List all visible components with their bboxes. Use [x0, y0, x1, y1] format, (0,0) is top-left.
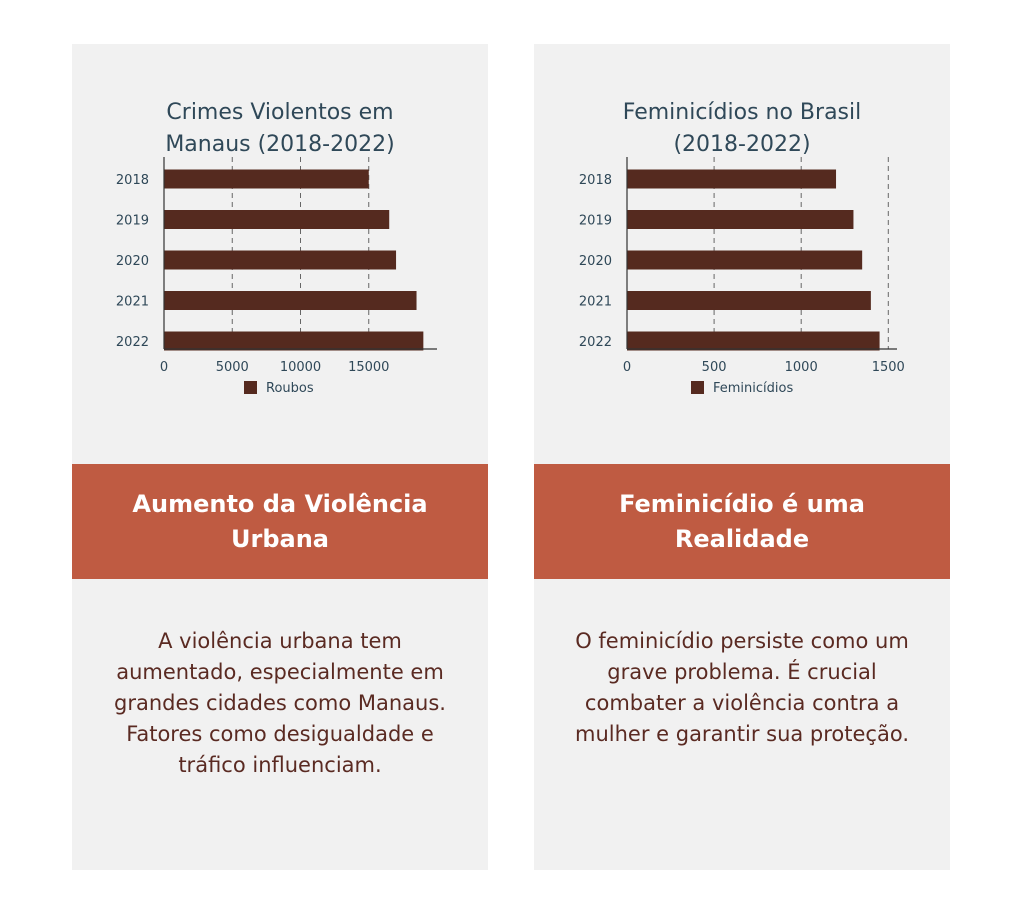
y-tick-label: 2019 — [116, 214, 149, 229]
legend-label: Roubos — [266, 381, 314, 396]
bar-2018 — [164, 169, 369, 189]
crime-description: A violência urbana tem aumentado, especi… — [114, 629, 446, 777]
y-tick-label: 2021 — [116, 295, 149, 310]
femicide-chart: Feminicídios no Brasil (2018-2022) 2018 201… — [579, 100, 905, 396]
x-tick-label: 15000 — [348, 360, 389, 375]
bar-2019 — [164, 210, 390, 229]
chart-title-line: (2018-2022) — [673, 132, 810, 157]
x-tick-label: 5000 — [216, 360, 249, 375]
y-tick-label: 2018 — [579, 173, 612, 188]
bar-2020 — [164, 250, 397, 270]
bar-2021 — [627, 291, 871, 310]
crime-card: Crimes Violentos em Manaus (2018-2022) 201… — [72, 44, 488, 870]
x-tick-label: 0 — [623, 360, 631, 375]
x-tick-label: 1500 — [872, 360, 905, 375]
chart-title-line: Manaus (2018-2022) — [165, 132, 394, 157]
y-tick-label: 2022 — [579, 335, 612, 350]
bar-2018 — [627, 169, 837, 189]
x-tick-label: 0 — [160, 360, 168, 375]
legend-swatch — [691, 381, 704, 394]
femicide-card: Feminicídios no Brasil (2018-2022) 2018 201… — [534, 44, 950, 870]
bar-2022 — [627, 331, 880, 351]
legend-swatch — [244, 381, 257, 394]
y-tick-label: 2018 — [116, 173, 149, 188]
x-tick-label: 500 — [702, 360, 727, 375]
femicide-banner-title: Feminicídio é uma Realidade — [619, 489, 865, 553]
y-tick-label: 2020 — [116, 254, 149, 269]
femicide-banner: Feminicídio é uma Realidade — [534, 464, 950, 579]
x-tick-label: 1000 — [785, 360, 818, 375]
crime-banner-title: Aumento da Violência Urbana — [132, 489, 428, 553]
chart-title-line: Feminicídios no Brasil — [623, 100, 862, 125]
legend-label: Feminicídios — [713, 381, 793, 396]
bar-2022 — [164, 331, 424, 351]
bar-2019 — [627, 210, 854, 229]
femicide-description: O feminicídio persiste como um grave pro… — [575, 629, 909, 746]
y-tick-label: 2021 — [579, 295, 612, 310]
bar-2020 — [627, 250, 863, 270]
crime-chart: Crimes Violentos em Manaus (2018-2022) 201… — [116, 100, 437, 396]
y-tick-label: 2022 — [116, 335, 149, 350]
y-tick-label: 2020 — [579, 254, 612, 269]
bar-2021 — [164, 291, 417, 310]
chart-title-line: Crimes Violentos em — [166, 100, 393, 125]
crime-banner: Aumento da Violência Urbana — [72, 464, 488, 579]
x-tick-label: 10000 — [280, 360, 321, 375]
y-tick-label: 2019 — [579, 214, 612, 229]
